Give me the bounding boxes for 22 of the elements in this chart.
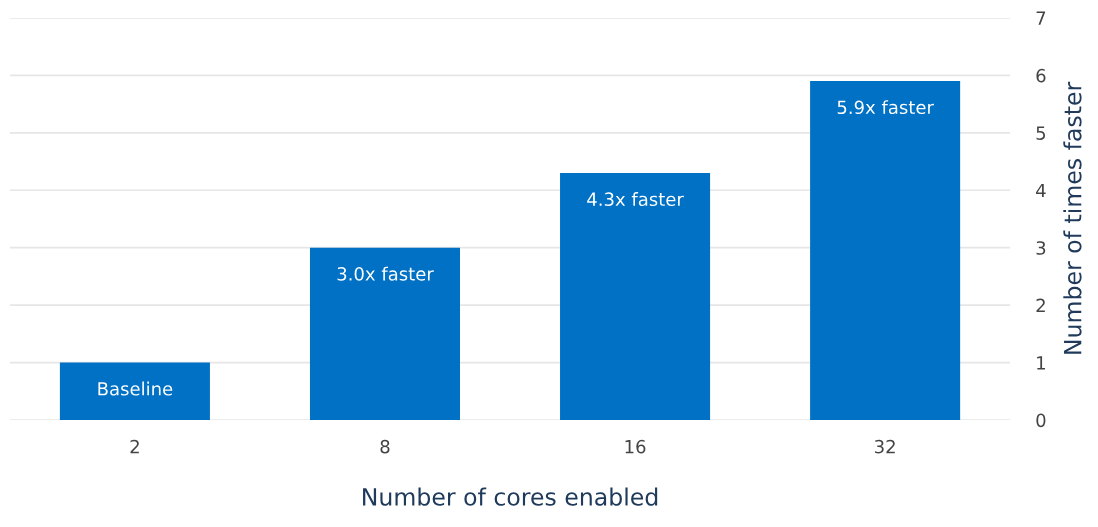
y-tick-label: 1 <box>1037 356 1045 370</box>
bar <box>810 81 961 421</box>
y-tick-label: 7 <box>1036 11 1046 25</box>
data-label: 4.3x faster <box>587 192 684 207</box>
y-axis-title: Number of times faster <box>1063 81 1082 354</box>
y-tick-label: 3 <box>1036 241 1046 255</box>
x-tick-label: 8 <box>380 439 390 454</box>
y-tick-label: 2 <box>1036 298 1045 312</box>
y-tick-label: 4 <box>1036 183 1046 198</box>
x-tick-label: 16 <box>625 439 646 454</box>
x-axis-title: Number of cores enabled <box>363 487 658 506</box>
bar <box>560 173 711 421</box>
bar <box>59 362 210 421</box>
x-tick-label: 2 <box>130 439 139 454</box>
x-tick-label: 32 <box>875 439 895 454</box>
data-label: 5.9x faster <box>837 100 934 115</box>
data-label: 3.0x faster <box>337 266 434 281</box>
y-tick-label: 5 <box>1036 126 1046 140</box>
y-tick-label: 6 <box>1036 68 1046 83</box>
bar <box>309 247 461 421</box>
y-tick-label: 0 <box>1036 413 1046 428</box>
data-label: Baseline <box>98 381 173 396</box>
